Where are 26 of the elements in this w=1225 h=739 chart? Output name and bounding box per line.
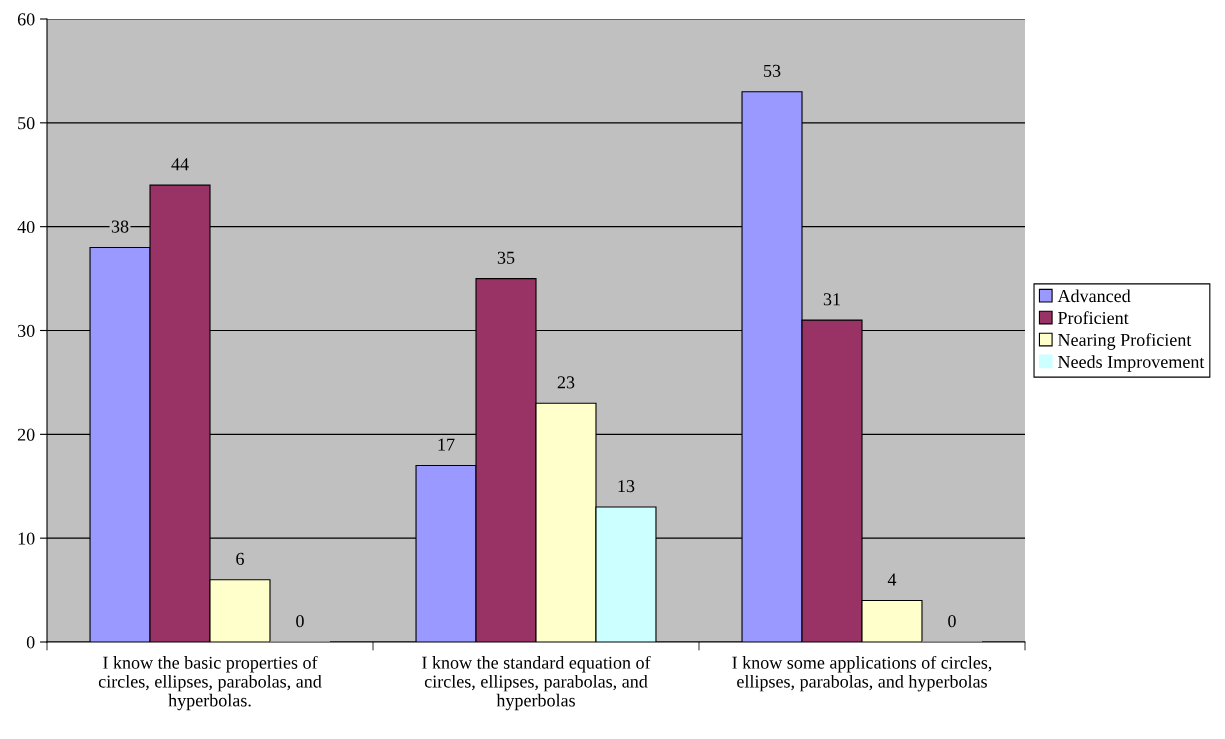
data-label: 53	[764, 64, 781, 77]
legend-label: Advanced	[1057, 289, 1131, 303]
data-label: 44	[171, 158, 189, 171]
x-tick-label: I know the basic properties of circles, ellipses, parabolas, and hyperbolas.	[98, 655, 322, 711]
data-label: 23	[557, 376, 575, 389]
data-label: 0	[948, 615, 956, 628]
y-tick-label: 30	[18, 324, 35, 337]
legend-label: Needs Improvement	[1058, 355, 1205, 372]
x-tick-label: I know the standard equation of circles, ellipses, parabolas, and hyperbolas	[422, 655, 651, 711]
data-label: 31	[823, 293, 840, 306]
data-label: 35	[497, 251, 515, 264]
x-tick-label: I know some applications of circles, ellipses, parabolas, and hyperbolas	[732, 655, 992, 692]
y-tick-label: 50	[18, 117, 35, 130]
data-label: 38	[111, 220, 129, 233]
data-label: 4	[887, 573, 897, 586]
data-label: 13	[618, 480, 635, 493]
data-label: 17	[438, 438, 455, 451]
data-label: 6	[236, 552, 244, 565]
y-tick-label: 0	[26, 636, 35, 649]
data-label: 0	[296, 615, 304, 628]
y-tick-label: 20	[17, 428, 35, 441]
y-tick-label: 10	[18, 532, 35, 545]
y-tick-label: 60	[17, 13, 35, 26]
legend-label: Proficient	[1058, 311, 1129, 325]
legend-label: Nearing Proficient	[1058, 333, 1192, 350]
y-tick-label: 40	[17, 220, 35, 234]
